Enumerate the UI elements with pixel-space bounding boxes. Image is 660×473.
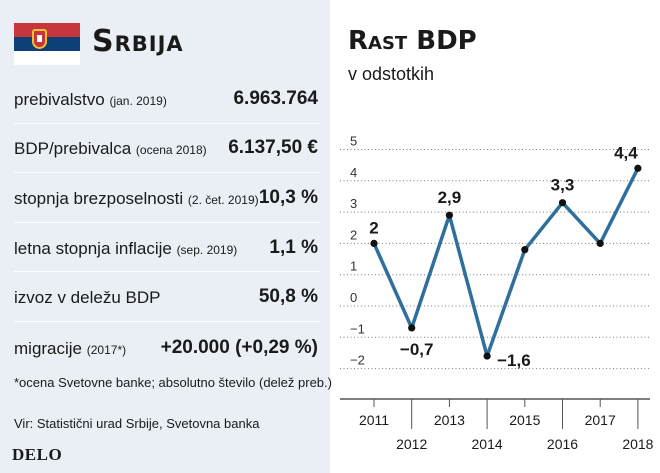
country-name: Srbija — [92, 24, 184, 59]
data-point — [445, 211, 453, 219]
chart-title: Rast BDP — [348, 26, 477, 56]
row-divider — [14, 172, 320, 173]
data-point — [408, 324, 416, 332]
stat-value: 10,3 % — [258, 187, 318, 208]
stat-label-text: stopnja brezposelnosti — [14, 189, 184, 208]
stat-value: 6.963.764 — [233, 88, 318, 109]
row-divider — [14, 321, 320, 322]
row-divider — [14, 222, 320, 223]
source: Vir: Statistični urad Srbije, Svetovna b… — [14, 416, 260, 431]
stat-value: +20.000 (+0,29 %) — [160, 337, 318, 358]
stat-value: 6.137,50 € — [228, 137, 318, 158]
data-label: −0,7 — [400, 340, 434, 359]
stat-label: BDP/prebivalca (ocena 2018) — [14, 139, 207, 159]
data-label: 4,4 — [614, 143, 638, 162]
x-tick-label: 2017 — [585, 412, 616, 428]
stat-note: (jan. 2019) — [109, 94, 167, 108]
data-point — [370, 239, 378, 247]
stat-label: izvoz v deležu BDP — [14, 288, 160, 308]
stat-label-text: letna stopnja inflacije — [14, 239, 172, 258]
data-label: −1,6 — [497, 351, 531, 370]
stat-row: izvoz v deležu BDP 50,8 % — [14, 282, 320, 312]
stat-note: (ocena 2018) — [135, 143, 207, 157]
delo-logo: DELO — [12, 445, 63, 464]
series-line — [372, 167, 640, 358]
row-divider — [14, 271, 320, 272]
y-tick-label: 4 — [350, 165, 357, 180]
stat-note: (2. čet. 2019) — [187, 193, 259, 207]
x-tick-label: 2015 — [509, 412, 540, 428]
stat-row: migracije (2017*) +20.000 (+0,29 %) — [14, 333, 320, 363]
data-point — [521, 246, 529, 254]
stat-label: letna stopnja inflacije (sep. 2019) — [14, 239, 237, 259]
data-point — [483, 352, 491, 360]
stat-row: letna stopnja inflacije (sep. 2019) 1,1 % — [14, 233, 320, 263]
stat-note: (sep. 2019) — [176, 243, 238, 257]
stat-row: stopnja brezposelnosti (2. čet. 2019) 10,… — [14, 183, 320, 213]
stat-row: BDP/prebivalca (ocena 2018) 6.137,50 € — [14, 133, 320, 163]
stat-label: migracije (2017*) — [14, 339, 126, 359]
data-point — [634, 164, 642, 172]
y-tick-label: 2 — [350, 227, 357, 242]
stat-value: 50,8 % — [258, 286, 318, 307]
data-label: 2,9 — [438, 188, 462, 207]
data-label: 2 — [369, 218, 378, 237]
x-tick-label: 2018 — [622, 436, 653, 452]
stat-label-text: prebivalstvo — [14, 90, 105, 109]
y-tick-label: −1 — [350, 321, 365, 336]
x-tick-label: 2013 — [434, 412, 465, 428]
serbia-flag-icon — [14, 23, 80, 65]
x-tick-label: 2011 — [359, 412, 389, 428]
chart-subtitle: v odstotkih — [348, 64, 435, 84]
x-tick-label: 2012 — [396, 436, 427, 452]
y-tick-label: 5 — [350, 134, 357, 149]
row-divider — [14, 123, 320, 124]
stat-value: 1,1 % — [269, 237, 318, 258]
data-point — [596, 239, 604, 247]
data-point — [558, 199, 567, 207]
stat-label-text: migracije — [14, 339, 83, 358]
stat-label: prebivalstvo (jan. 2019) — [14, 90, 167, 110]
footnote: *ocena Svetovne banke; absolutno število… — [14, 375, 332, 390]
stat-row: prebivalstvo (jan. 2019) 6.963.764 — [14, 84, 320, 114]
stat-label: stopnja brezposelnosti (2. čet. 2019) — [14, 189, 259, 209]
country-panel: Srbija prebivalstvo (jan. 2019) 6.963.764… — [0, 0, 332, 473]
stat-label-text: izvoz v deležu BDP — [14, 288, 161, 307]
y-tick-label: 0 — [350, 290, 357, 305]
y-tick-label: 3 — [350, 196, 357, 211]
x-tick-label: 2014 — [472, 436, 503, 452]
stat-label-text: BDP/prebivalca — [14, 139, 132, 158]
stat-note: (2017*) — [86, 343, 127, 357]
coat-of-arms-icon — [32, 29, 47, 49]
x-tick-label: 2016 — [547, 436, 578, 452]
gdp-growth-chart: −2−1012345201120122013201420152016201720… — [340, 134, 654, 452]
data-label: 3,3 — [551, 176, 575, 195]
y-tick-label: 1 — [350, 259, 357, 274]
y-tick-label: −2 — [350, 353, 365, 368]
